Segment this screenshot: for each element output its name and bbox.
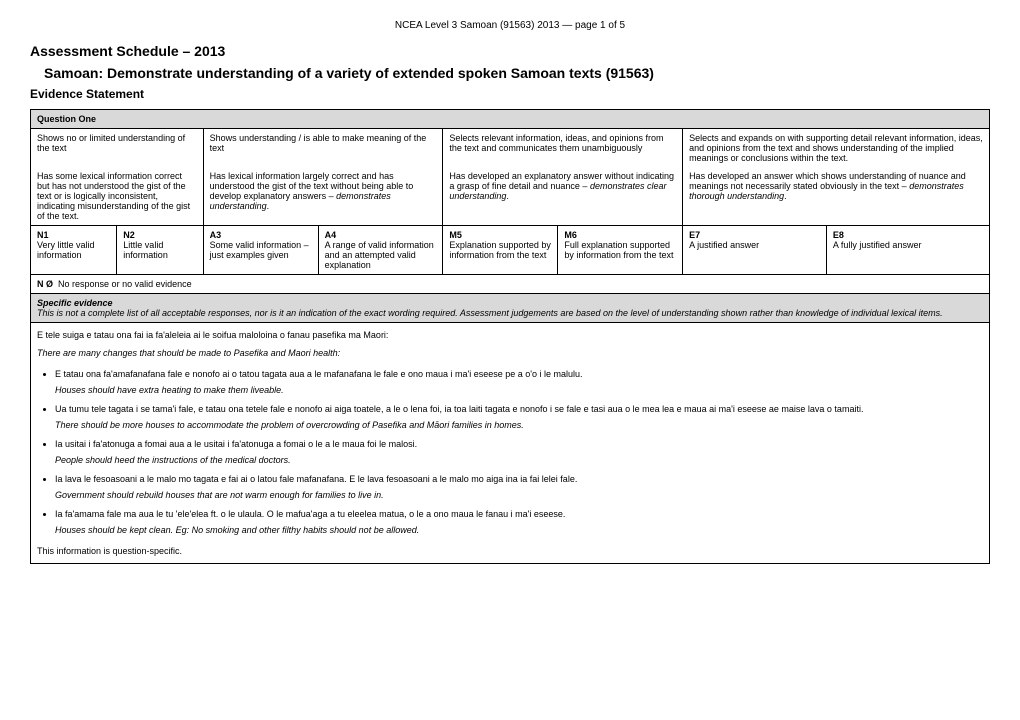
- list-item: Ia fa'amama fale ma aua le tu 'ele'elea …: [55, 508, 983, 537]
- criteria-1a: Shows no or limited understanding of the…: [31, 129, 204, 168]
- question-header: Question One: [31, 110, 990, 129]
- criteria-row-2: Has some lexical information correct but…: [31, 167, 990, 226]
- criteria-4a: Selects and expands on with supporting d…: [683, 129, 990, 168]
- grade-a3: A3 Some valid information – just example…: [203, 226, 318, 275]
- grade-n2-text: Little valid information: [123, 240, 196, 260]
- specific-evidence-title: Specific evidence: [37, 298, 983, 308]
- criteria-row-1: Shows no or limited understanding of the…: [31, 129, 990, 168]
- item-text: Ua tumu tele tagata i se tama'i fale, e …: [55, 404, 863, 414]
- criteria-3a: Selects relevant information, ideas, and…: [443, 129, 683, 168]
- list-item: Ia lava le fesoasoani a le malo mo tagat…: [55, 473, 983, 502]
- grade-m5-text: Explanation supported by information fro…: [449, 240, 551, 260]
- grade-row: N1 Very little valid information N2 Litt…: [31, 226, 990, 275]
- criteria-2b: Has lexical information largely correct …: [203, 167, 443, 226]
- criteria-3b: Has developed an explanatory answer with…: [443, 167, 683, 226]
- grade-a4-label: A4: [325, 230, 437, 240]
- specific-evidence-note: This is not a complete list of all accep…: [37, 308, 943, 318]
- grade-m5: M5 Explanation supported by information …: [443, 226, 558, 275]
- grade-a3-label: A3: [210, 230, 312, 240]
- grade-n1: N1 Very little valid information: [31, 226, 117, 275]
- no-response-label: N Ø: [37, 279, 53, 289]
- item-text: Ia lava le fesoasoani a le malo mo tagat…: [55, 474, 577, 484]
- evidence-intro: E tele suiga e tatau ona fai ia fa'alele…: [37, 329, 983, 343]
- evidence-intro-italic: There are many changes that should be ma…: [37, 347, 983, 361]
- grade-n2-label: N2: [123, 230, 196, 240]
- list-item: Ua tumu tele tagata i se tama'i fale, e …: [55, 403, 983, 432]
- specific-evidence-header: Specific evidence This is not a complete…: [31, 294, 990, 323]
- grade-a4: A4 A range of valid information and an a…: [318, 226, 443, 275]
- grade-e7-label: E7: [689, 230, 820, 240]
- grade-e8-text: A fully justified answer: [833, 240, 983, 250]
- grade-e7: E7 A justified answer: [683, 226, 827, 275]
- no-response-text: No response or no valid evidence: [58, 279, 192, 289]
- grade-e7-text: A justified answer: [689, 240, 820, 250]
- grade-a3-text: Some valid information – just examples g…: [210, 240, 312, 260]
- grade-n2: N2 Little valid information: [117, 226, 203, 275]
- item-italic: Houses should be kept clean. Eg: No smok…: [55, 524, 983, 538]
- grade-n1-label: N1: [37, 230, 110, 240]
- item-text: Ia fa'amama fale ma aua le tu 'ele'elea …: [55, 509, 565, 519]
- item-italic: There should be more houses to accommoda…: [55, 419, 983, 433]
- list-item: Ia usitai i fa'atonuga a fomai aua a le …: [55, 438, 983, 467]
- grade-a4-text: A range of valid information and an atte…: [325, 240, 437, 270]
- evidence-closing: This information is question-specific.: [37, 545, 983, 559]
- evidence-list: E tatau ona fa'amafanafana fale e nonofo…: [37, 368, 983, 537]
- criteria-2a: Shows understanding / is able to make me…: [203, 129, 443, 168]
- item-italic: Government should rebuild houses that ar…: [55, 489, 983, 503]
- item-italic: People should heed the instructions of t…: [55, 454, 983, 468]
- item-text: E tatau ona fa'amafanafana fale e nonofo…: [55, 369, 583, 379]
- item-italic: Houses should have extra heating to make…: [55, 384, 983, 398]
- list-item: E tatau ona fa'amafanafana fale e nonofo…: [55, 368, 983, 397]
- assessment-title: Assessment Schedule – 2013: [30, 43, 990, 59]
- page-header: NCEA Level 3 Samoan (91563) 2013 — page …: [30, 20, 990, 31]
- grade-n1-text: Very little valid information: [37, 240, 110, 260]
- assessment-table: Question One Shows no or limited underst…: [30, 109, 990, 564]
- grade-m6-text: Full explanation supported by informatio…: [564, 240, 676, 260]
- grade-m6-label: M6: [564, 230, 676, 240]
- criteria-1b: Has some lexical information correct but…: [31, 167, 204, 226]
- evidence-body: E tele suiga e tatau ona fai ia fa'alele…: [31, 323, 990, 564]
- evidence-statement-label: Evidence Statement: [30, 87, 990, 101]
- grade-m6: M6 Full explanation supported by informa…: [558, 226, 683, 275]
- criteria-4b: Has developed an answer which shows unde…: [683, 167, 990, 226]
- grade-e8: E8 A fully justified answer: [826, 226, 989, 275]
- grade-e8-label: E8: [833, 230, 983, 240]
- no-response-row: N Ø No response or no valid evidence: [31, 275, 990, 294]
- grade-m5-label: M5: [449, 230, 551, 240]
- standard-title: Samoan: Demonstrate understanding of a v…: [30, 65, 990, 81]
- item-text: Ia usitai i fa'atonuga a fomai aua a le …: [55, 439, 417, 449]
